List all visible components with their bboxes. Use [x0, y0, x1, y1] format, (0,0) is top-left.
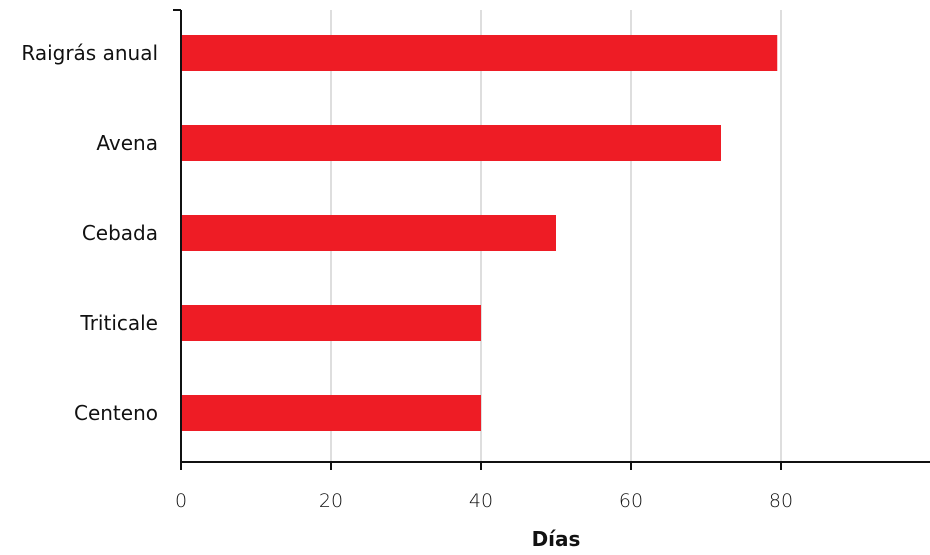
x-tick-label: 80 — [769, 490, 793, 512]
bar-avena — [182, 125, 721, 161]
category-labels: Raigrás anual Avena Cebada Triticale Centeno — [21, 41, 158, 425]
category-label: Avena — [96, 131, 158, 155]
x-tick-label: 20 — [319, 490, 343, 512]
x-tick-label: 0 — [175, 490, 187, 512]
category-label: Triticale — [79, 311, 158, 335]
category-label: Raigrás anual — [21, 41, 158, 65]
x-axis-ticks: 0 20 40 60 80 — [175, 462, 793, 512]
bar-centeno — [182, 395, 481, 431]
bar-cebada — [182, 215, 556, 251]
bar-raigrás-anual — [182, 35, 778, 71]
bar-triticale — [182, 305, 481, 341]
category-label: Cebada — [82, 221, 158, 245]
x-tick-label: 60 — [619, 490, 643, 512]
x-tick-label: 40 — [469, 490, 493, 512]
category-label: Centeno — [74, 401, 158, 425]
bars — [182, 35, 778, 431]
x-axis-title: Días — [532, 527, 581, 551]
